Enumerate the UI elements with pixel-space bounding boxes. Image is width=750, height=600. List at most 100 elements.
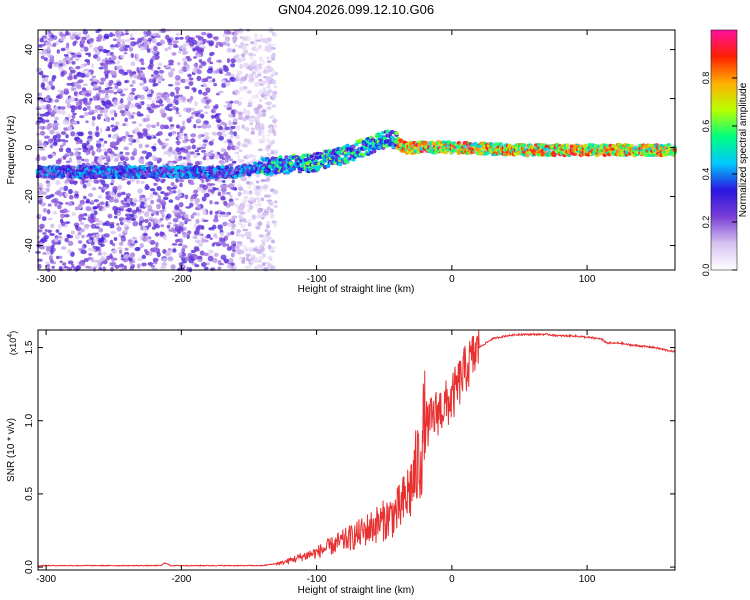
spectrogram-cell xyxy=(151,38,157,44)
spectrogram-cell xyxy=(42,35,48,39)
spectrogram-cell xyxy=(234,197,239,201)
spectrogram-cell xyxy=(170,186,177,190)
spectrogram-cell xyxy=(91,248,96,252)
spectrogram-cell xyxy=(145,117,150,122)
spectrogram-cell xyxy=(173,154,179,161)
spectrogram-cell xyxy=(158,69,165,74)
spectrogram-cell xyxy=(61,110,66,116)
spectrogram-cell xyxy=(222,33,227,37)
spectrogram-cell xyxy=(151,99,156,105)
spectrogram-cell xyxy=(48,98,53,101)
spectrogram-cell xyxy=(247,222,252,227)
spectrogram-cell xyxy=(522,143,527,148)
spectrogram-cell xyxy=(247,218,252,225)
spectrogram-cell xyxy=(110,261,117,267)
spectrogram-cell xyxy=(265,194,272,198)
spectrogram-cell xyxy=(194,112,199,117)
spectrogram-cell xyxy=(143,203,148,207)
spectrogram-cell xyxy=(95,246,101,251)
spectrogram-cell xyxy=(220,254,227,261)
spectrogram-cell xyxy=(249,239,255,243)
spectrogram-cell xyxy=(164,252,171,257)
spectrogram-cell xyxy=(155,133,160,137)
spectrogram-cell xyxy=(196,240,200,244)
snr-x-ticks: -300 -200 -100 0 100 xyxy=(36,330,596,585)
spectrogram-cell xyxy=(419,149,425,154)
spectrogram-cell xyxy=(139,67,146,70)
spectrogram-cell xyxy=(62,208,68,214)
spectrogram-cell xyxy=(211,114,215,119)
spectrogram-cell xyxy=(82,28,87,34)
spectrogram-cell xyxy=(95,233,101,239)
spectrogram-cell xyxy=(55,95,61,99)
spectrogram-cell xyxy=(118,242,124,246)
spectrogram-cell xyxy=(124,32,130,36)
spectrogram-cell xyxy=(113,99,118,105)
spectrogram-cell xyxy=(99,97,106,101)
spectrogram-cell xyxy=(83,257,89,263)
spectrogram-cell xyxy=(226,106,233,111)
spectrogram-cell xyxy=(273,123,278,129)
spectrogram-cell xyxy=(218,135,224,141)
spectrogram-cell xyxy=(82,107,88,112)
spectrogram-cell xyxy=(198,242,204,247)
spectrogram-cell xyxy=(94,108,99,114)
spectrogram-cell xyxy=(201,78,207,83)
spectrogram-cell xyxy=(123,47,128,52)
spectrogram-cell xyxy=(45,251,51,256)
spectrogram-cell xyxy=(271,43,277,47)
spectrogram-cell xyxy=(185,256,190,261)
spectrogram-cell xyxy=(70,52,75,55)
spectrogram-cell xyxy=(66,82,72,86)
spectrogram-cell xyxy=(139,82,145,87)
spectrogram-cell xyxy=(89,109,94,113)
spectrogram-cell xyxy=(325,164,331,169)
spectrogram-cell xyxy=(237,221,243,226)
spectrogram-cell xyxy=(40,105,47,110)
spectrogram-cell xyxy=(36,155,41,161)
spectrogram-cell xyxy=(111,141,115,146)
spectrogram-cell xyxy=(72,112,77,116)
spectrogram-cell xyxy=(217,260,222,265)
spectrogram-cell xyxy=(48,64,53,70)
spectrogram-cell xyxy=(251,71,256,76)
spectrogram-cell xyxy=(116,59,120,65)
spectrogram-cell xyxy=(64,179,69,185)
spectrogram-cell xyxy=(126,69,132,73)
spectrogram-cell xyxy=(240,260,246,264)
spectrogram-cell xyxy=(267,255,273,260)
spectrogram-cell xyxy=(266,263,273,268)
spectrogram-cell xyxy=(45,245,52,249)
spectrogram-cell xyxy=(236,232,242,237)
spectrogram-cell xyxy=(254,47,260,53)
spectrogram-cell xyxy=(175,111,180,115)
spectrogram-cell xyxy=(179,262,184,267)
spectrogram-cell xyxy=(228,113,234,118)
spectrogram-cell xyxy=(285,170,291,175)
spectrogram-cell xyxy=(237,154,241,160)
spectrogram-cell xyxy=(190,133,197,138)
spectrogram-cell xyxy=(175,239,179,243)
x-tick-label: 100 xyxy=(579,274,596,285)
spectrogram-cell xyxy=(223,200,228,206)
spectrogram-cell xyxy=(252,158,257,163)
spectrogram-cell xyxy=(59,144,64,148)
spectrogram-cell xyxy=(143,30,147,34)
spectrogram-cell xyxy=(209,200,213,205)
spectrogram-cell xyxy=(231,223,237,228)
spectrogram-cell xyxy=(87,131,93,135)
spectrogram-cell xyxy=(103,113,109,117)
spectrogram-cell xyxy=(47,229,52,234)
spectrogram-cell xyxy=(226,58,231,64)
spectrogram-cell xyxy=(163,95,167,101)
spectrogram-cell xyxy=(47,37,54,42)
spectrogram-cell xyxy=(111,249,118,254)
spectrogram-cell xyxy=(234,204,240,208)
spectrogram-cell xyxy=(151,124,156,129)
spectrogram-cell xyxy=(97,252,103,256)
spectrogram-cell xyxy=(159,39,165,45)
spectrogram-cell xyxy=(38,214,43,218)
spectrogram-cell xyxy=(139,59,143,63)
spectrogram-cell xyxy=(230,58,236,64)
spectrogram-cell xyxy=(259,207,264,212)
